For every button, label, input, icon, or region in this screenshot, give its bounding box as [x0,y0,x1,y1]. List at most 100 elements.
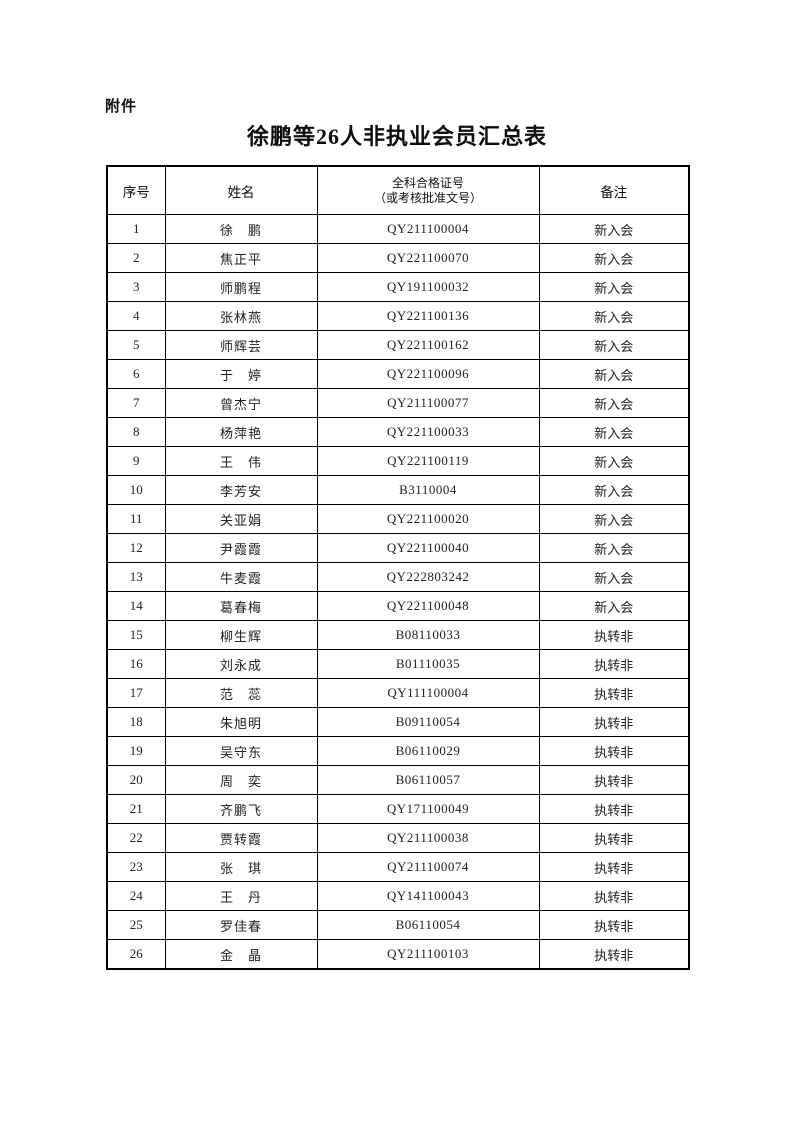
cell-serial-number: 23 [106,852,166,882]
cell-remark: 执转非 [538,649,690,679]
cell-certificate: QY211100038 [316,823,540,853]
cell-serial-number: 7 [106,388,166,418]
cell-name: 范 蕊 [164,678,318,708]
cell-remark: 执转非 [538,881,690,911]
cell-serial-number: 16 [106,649,166,679]
cell-remark: 新入会 [538,446,690,476]
cell-name: 焦正平 [164,243,318,273]
cell-serial-number: 22 [106,823,166,853]
header-name: 姓名 [164,165,318,215]
cell-certificate: QY221100040 [316,533,540,563]
cell-name: 于 婷 [164,359,318,389]
cell-certificate: B01110035 [316,649,540,679]
page-title: 徐鹏等26人非执业会员汇总表 [246,124,547,149]
cell-name: 周 奕 [164,765,318,795]
cell-remark: 执转非 [538,736,690,766]
cell-name: 尹霞霞 [164,533,318,563]
cell-name: 关亚娟 [164,504,318,534]
cell-certificate: QY222803242 [316,562,540,592]
cell-name: 齐鹏飞 [164,794,318,824]
cell-serial-number: 4 [106,301,166,331]
cell-name: 师鹏程 [164,272,318,302]
table-row: 19 吴守东 B06110029 执转非 [106,736,690,766]
cell-certificate: QY221100048 [316,591,540,621]
cell-name: 金 晶 [164,939,318,970]
cell-name: 张林燕 [164,301,318,331]
cell-serial-number: 20 [106,765,166,795]
table-row: 20 周 奕 B06110057 执转非 [106,765,690,795]
cell-name: 徐 鹏 [164,214,318,244]
cell-remark: 执转非 [538,620,690,650]
cell-name: 吴守东 [164,736,318,766]
attachment-label: 附件 [105,99,138,115]
table-row: 2 焦正平 QY221100070 新入会 [106,243,690,273]
cell-name: 朱旭明 [164,707,318,737]
cell-certificate: QY191100032 [316,272,540,302]
cell-serial-number: 3 [106,272,166,302]
cell-remark: 新入会 [538,591,690,621]
cell-remark: 执转非 [538,707,690,737]
cell-remark: 执转非 [538,765,690,795]
cell-serial-number: 17 [106,678,166,708]
cell-certificate: QY221100070 [316,243,540,273]
cell-certificate: B06110054 [316,910,540,940]
table-row: 12 尹霞霞 QY221100040 新入会 [106,533,690,563]
table-row: 16 刘永成 B01110035 执转非 [106,649,690,679]
table-row: 4 张林燕 QY221100136 新入会 [106,301,690,331]
table-row: 24 王 丹 QY141100043 执转非 [106,881,690,911]
table-row: 14 葛春梅 QY221100048 新入会 [106,591,690,621]
cell-name: 师辉芸 [164,330,318,360]
header-certificate-number: 全科合格证号 （或考核批准文号） [316,165,540,215]
table-header: 序号 姓名 全科合格证号 （或考核批准文号） 备注 [106,165,690,215]
cell-serial-number: 11 [106,504,166,534]
cell-serial-number: 5 [106,330,166,360]
cell-name: 李芳安 [164,475,318,505]
header-remark: 备注 [538,165,690,215]
table-row: 22 贾转霞 QY211100038 执转非 [106,823,690,853]
table-row: 5 师辉芸 QY221100162 新入会 [106,330,690,360]
cell-serial-number: 15 [106,620,166,650]
cell-name: 刘永成 [164,649,318,679]
cell-name: 杨萍艳 [164,417,318,447]
cell-name: 贾转霞 [164,823,318,853]
cell-name: 罗佳春 [164,910,318,940]
cell-certificate: QY211100004 [316,214,540,244]
header-serial-number: 序号 [106,165,166,215]
cell-serial-number: 14 [106,591,166,621]
cell-remark: 执转非 [538,794,690,824]
table-row: 8 杨萍艳 QY221100033 新入会 [106,417,690,447]
cell-remark: 新入会 [538,243,690,273]
cell-certificate: B08110033 [316,620,540,650]
cell-serial-number: 9 [106,446,166,476]
cell-serial-number: 13 [106,562,166,592]
table-row: 23 张 琪 QY211100074 执转非 [106,852,690,882]
cell-certificate: QY171100049 [316,794,540,824]
cell-certificate: QY221100020 [316,504,540,534]
table-row: 15 柳生辉 B08110033 执转非 [106,620,690,650]
cell-remark: 执转非 [538,823,690,853]
table-row: 13 牛麦霞 QY222803242 新入会 [106,562,690,592]
cell-certificate: QY211100103 [316,939,540,970]
cell-remark: 新入会 [538,301,690,331]
cell-certificate: QY211100074 [316,852,540,882]
cell-name: 王 伟 [164,446,318,476]
cell-name: 柳生辉 [164,620,318,650]
cell-remark: 新入会 [538,533,690,563]
cell-certificate: QY221100033 [316,417,540,447]
table-row: 3 师鹏程 QY191100032 新入会 [106,272,690,302]
table-header-row: 序号 姓名 全科合格证号 （或考核批准文号） 备注 [106,165,690,215]
cell-remark: 新入会 [538,562,690,592]
cell-remark: 新入会 [538,214,690,244]
cell-serial-number: 18 [106,707,166,737]
cell-certificate: QY221100136 [316,301,540,331]
cell-serial-number: 26 [106,939,166,970]
cell-name: 张 琪 [164,852,318,882]
cell-serial-number: 19 [106,736,166,766]
cell-certificate: QY221100119 [316,446,540,476]
table-row: 17 范 蕊 QY111100004 执转非 [106,678,690,708]
cell-remark: 执转非 [538,939,690,970]
header-certificate-line2: （或考核批准文号） [373,190,482,205]
table-row: 11 关亚娟 QY221100020 新入会 [106,504,690,534]
